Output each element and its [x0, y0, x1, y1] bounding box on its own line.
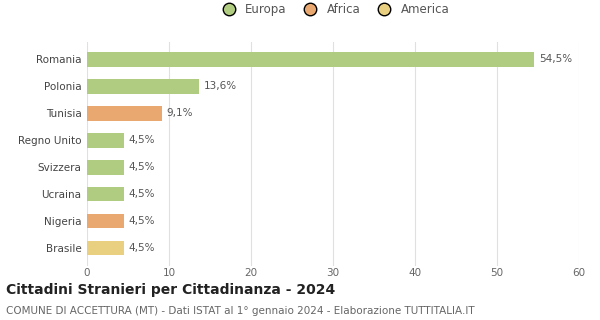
- Text: 4,5%: 4,5%: [129, 189, 155, 199]
- Bar: [87, 133, 124, 148]
- Text: COMUNE DI ACCETTURA (MT) - Dati ISTAT al 1° gennaio 2024 - Elaborazione TUTTITAL: COMUNE DI ACCETTURA (MT) - Dati ISTAT al…: [6, 306, 475, 316]
- Text: 4,5%: 4,5%: [129, 243, 155, 253]
- Text: 4,5%: 4,5%: [129, 162, 155, 172]
- Bar: [87, 160, 124, 174]
- Text: 4,5%: 4,5%: [129, 216, 155, 226]
- Bar: [87, 52, 534, 67]
- Bar: [87, 241, 124, 255]
- Text: 4,5%: 4,5%: [129, 135, 155, 145]
- Text: 9,1%: 9,1%: [167, 108, 193, 118]
- Text: Cittadini Stranieri per Cittadinanza - 2024: Cittadini Stranieri per Cittadinanza - 2…: [6, 283, 335, 297]
- Bar: [87, 214, 124, 228]
- Bar: [87, 187, 124, 202]
- Legend: Europa, Africa, America: Europa, Africa, America: [212, 0, 454, 21]
- Bar: [87, 79, 199, 93]
- Bar: [87, 106, 161, 121]
- Text: 13,6%: 13,6%: [203, 81, 236, 91]
- Text: 54,5%: 54,5%: [539, 54, 572, 64]
